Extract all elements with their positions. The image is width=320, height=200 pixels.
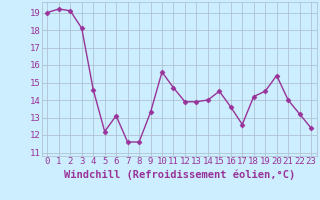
X-axis label: Windchill (Refroidissement éolien,°C): Windchill (Refroidissement éolien,°C) [64, 169, 295, 180]
